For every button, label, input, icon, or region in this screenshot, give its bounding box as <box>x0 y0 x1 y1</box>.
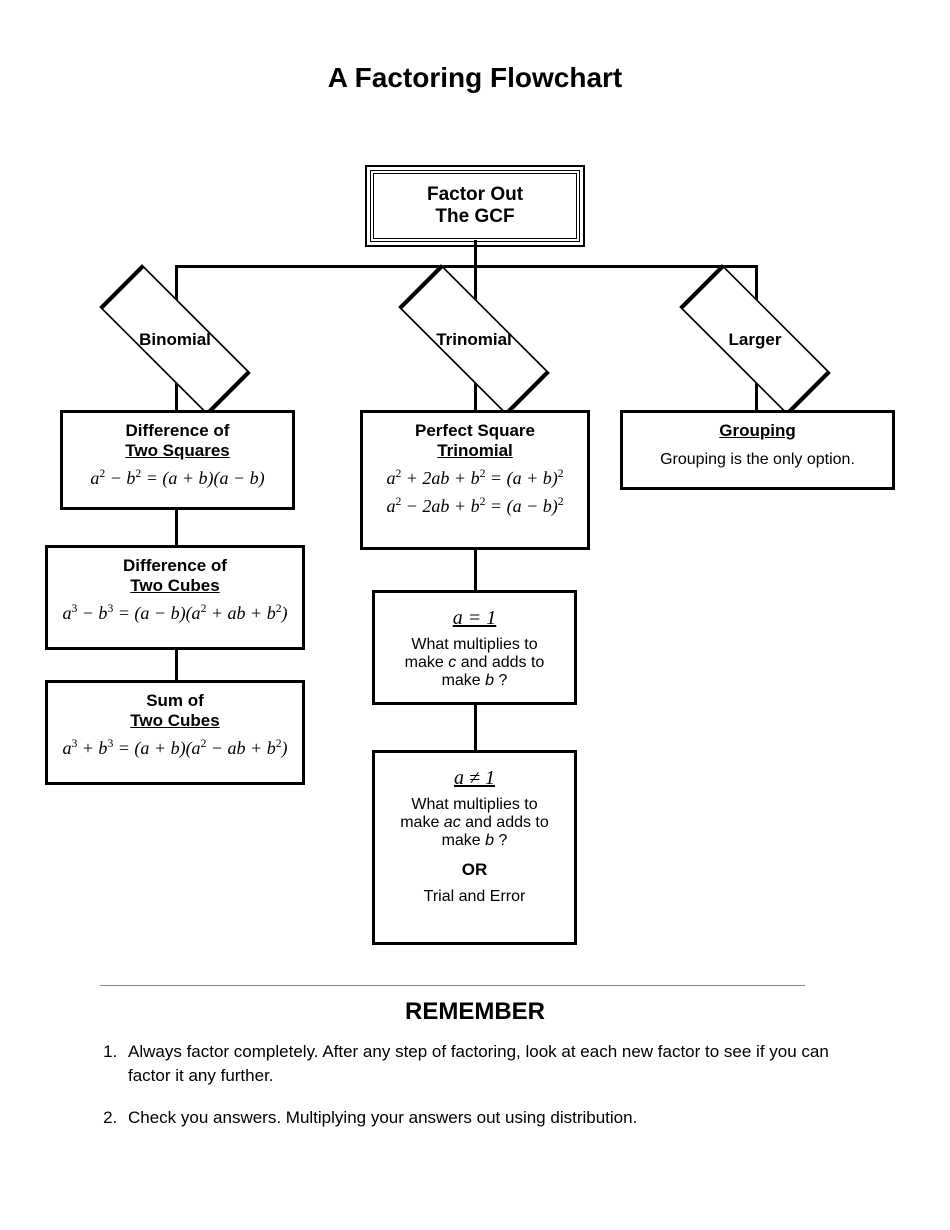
page-title: A Factoring Flowchart <box>0 62 950 94</box>
box-a-equals-1: a = 1What multiplies to make c and adds … <box>372 590 577 705</box>
root-box: Factor Out The GCF <box>370 170 580 242</box>
remember-item: Check you answers. Multiplying your answ… <box>122 1106 860 1130</box>
box-grouping: GroupingGrouping is the only option. <box>620 410 895 490</box>
diamond-label-larger: Larger <box>655 330 855 350</box>
remember-list: Always factor completely. After any step… <box>100 1040 860 1147</box>
root-line1: Factor Out <box>394 184 556 206</box>
box-diff-squares: Difference ofTwo Squaresa2 − b2 = (a + b… <box>60 410 295 510</box>
remember-item: Always factor completely. After any step… <box>122 1040 860 1088</box>
diamond-trinomial: Trinomial <box>374 290 574 390</box>
box-sum-cubes: Sum ofTwo Cubesa3 + b3 = (a + b)(a2 − ab… <box>45 680 305 785</box>
diamond-binomial: Binomial <box>75 290 275 390</box>
remember-heading: REMEMBER <box>0 998 950 1026</box>
diamond-label-binomial: Binomial <box>75 330 275 350</box>
diamond-larger: Larger <box>655 290 855 390</box>
box-perfect-square: Perfect SquareTrinomiala2 + 2ab + b2 = (… <box>360 410 590 550</box>
box-diff-cubes: Difference ofTwo Cubesa3 − b3 = (a − b)(… <box>45 545 305 650</box>
root-line2: The GCF <box>394 206 556 228</box>
diamond-label-trinomial: Trinomial <box>374 330 574 350</box>
divider <box>100 985 805 986</box>
box-a-not-1: a ≠ 1What multiplies to make ac and adds… <box>372 750 577 945</box>
